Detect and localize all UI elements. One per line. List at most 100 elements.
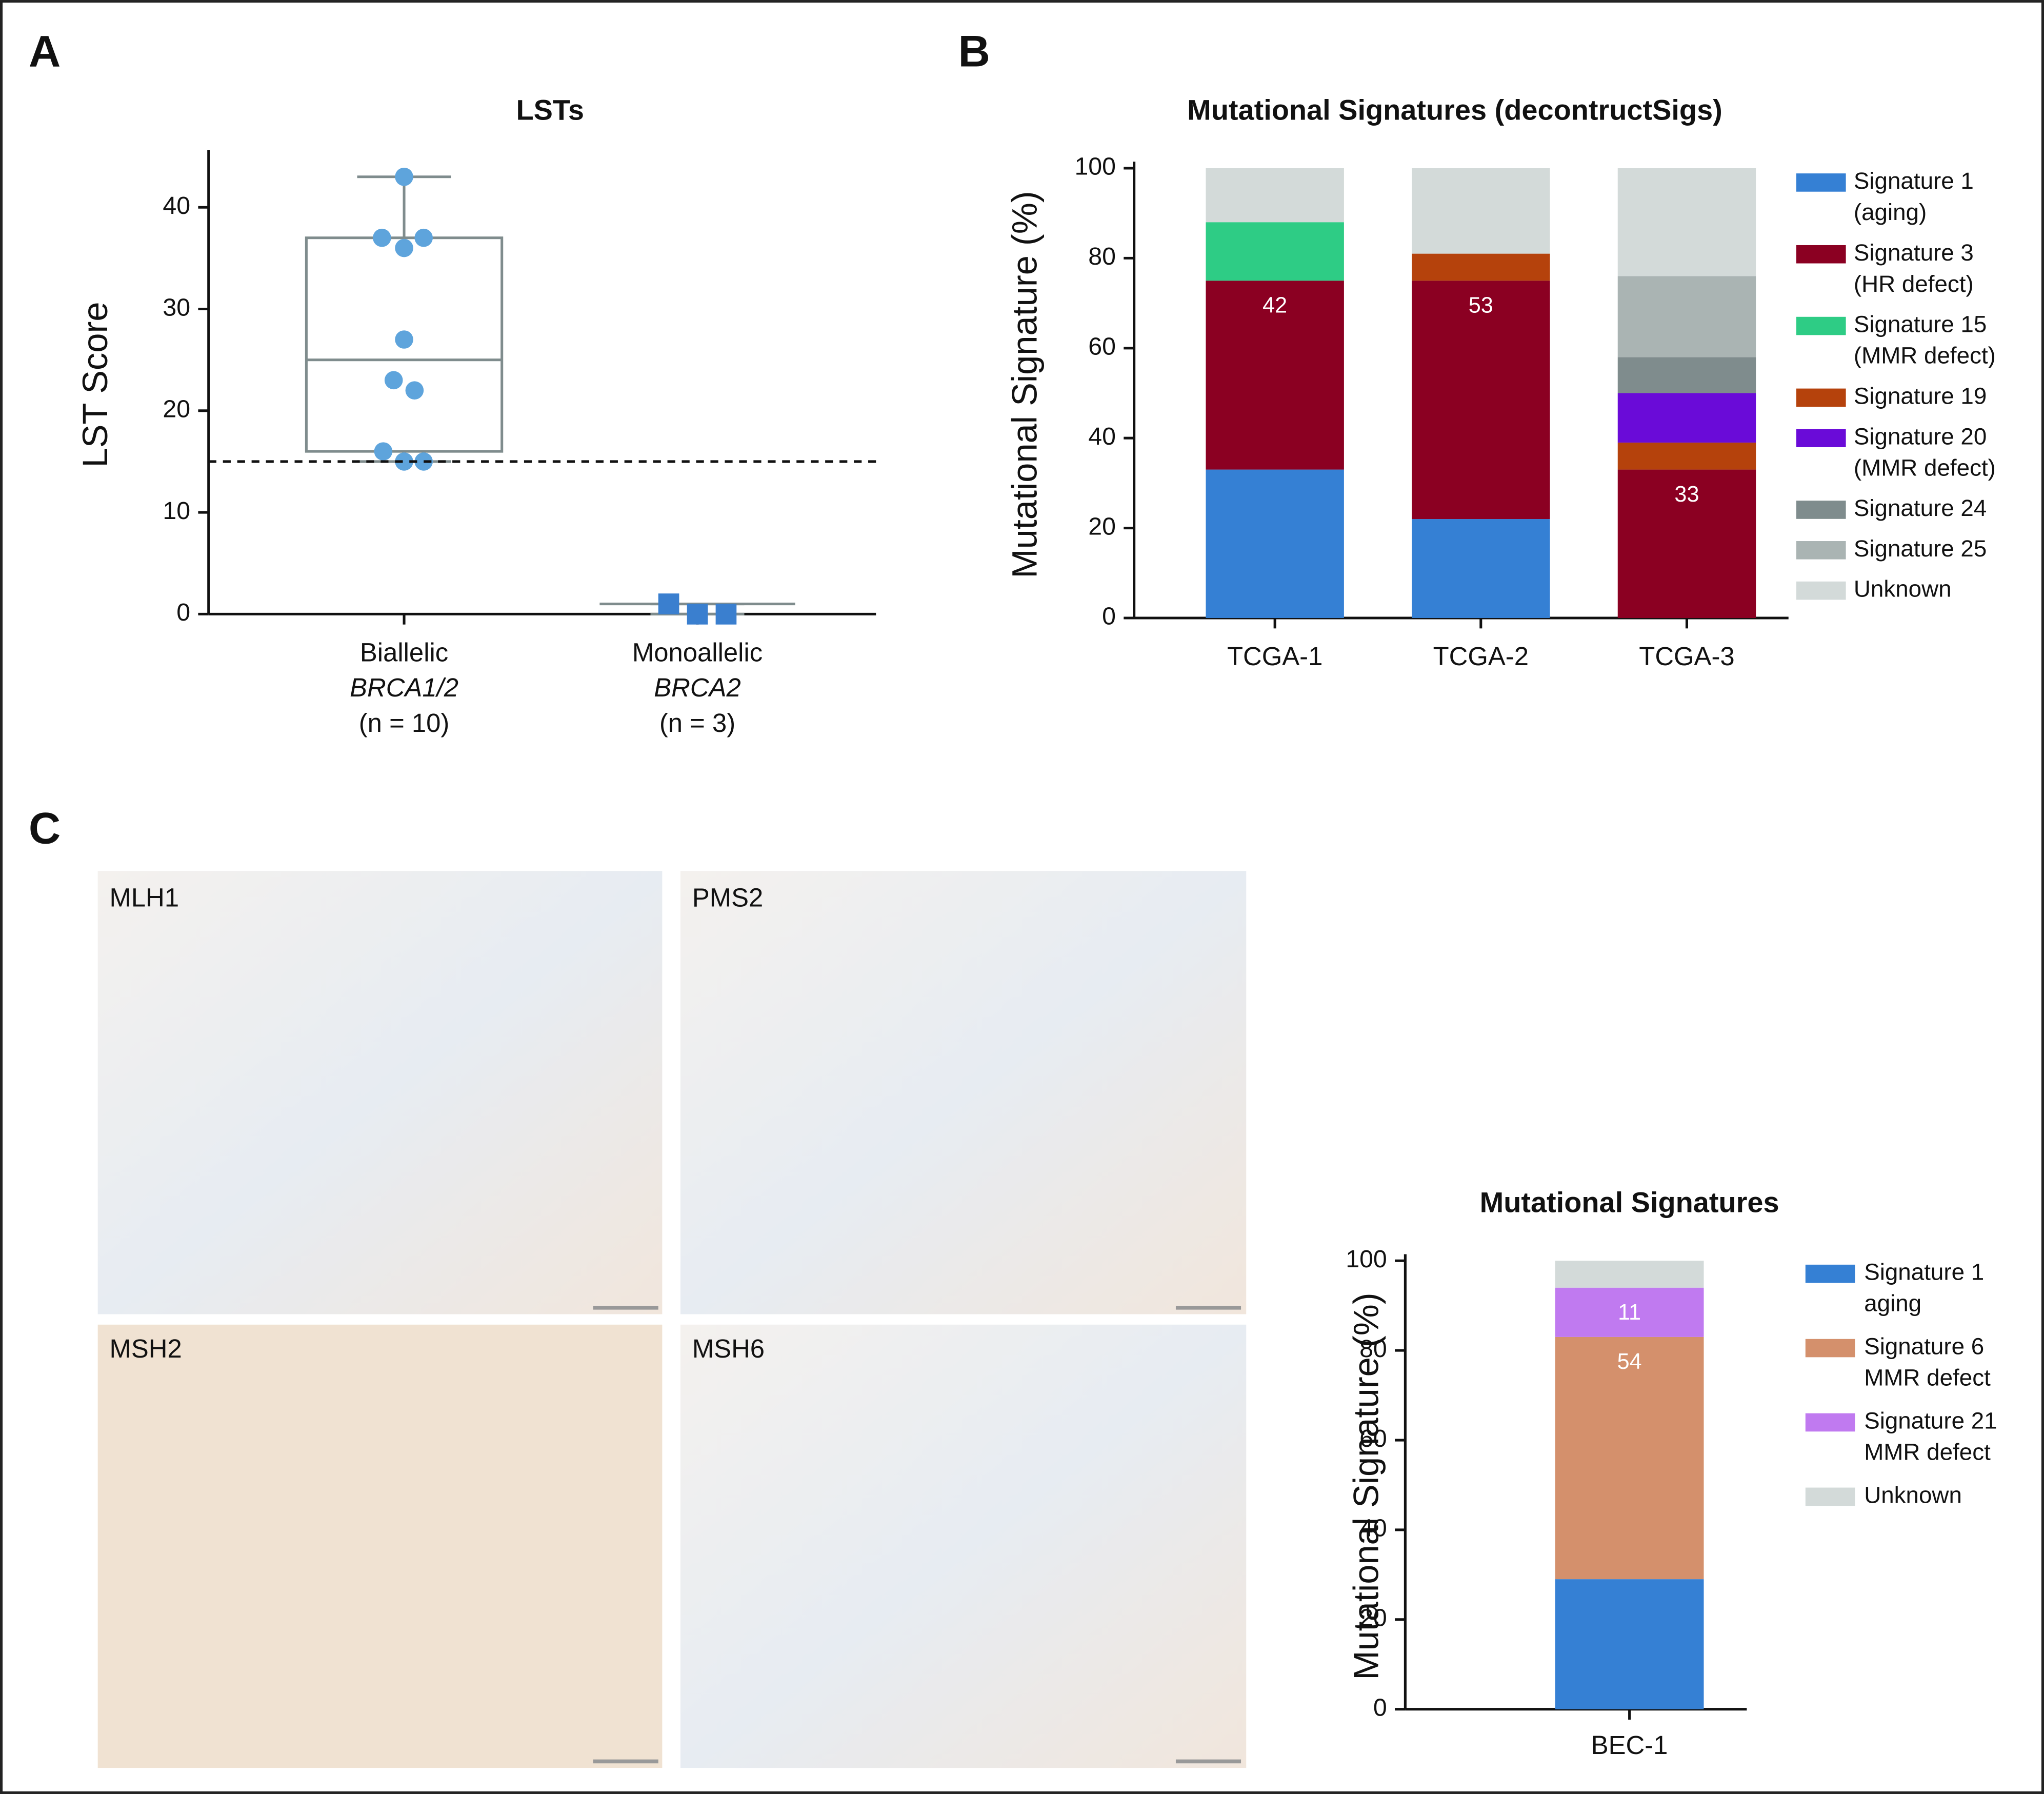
legend-label: (aging): [1854, 199, 1927, 225]
chart-title: LSTs: [516, 93, 584, 126]
point: [405, 381, 424, 400]
point: [658, 593, 679, 614]
value-label: 53: [1469, 293, 1493, 317]
bar-segment: [1206, 281, 1344, 470]
legend-label: Signature 6: [1864, 1333, 1984, 1360]
legend-swatch: [1796, 388, 1846, 407]
ihc-image: [97, 871, 663, 1314]
ihc-image: [680, 871, 1247, 1314]
x-tick-label: TCGA-2: [1433, 642, 1529, 671]
legend-label: Signature 1: [1864, 1259, 1984, 1285]
legend-label: Signature 1: [1854, 168, 1974, 194]
bar-segment: [1412, 281, 1550, 520]
legend-label: (MMR defect): [1854, 454, 1996, 481]
bar-segment: [1555, 1261, 1704, 1288]
bar-segment: [1555, 1337, 1704, 1580]
bar-segment: [1412, 168, 1550, 254]
y-tick-label: 80: [1088, 243, 1116, 270]
x-tick-label: BEC-1: [1591, 1730, 1668, 1760]
image-label: MSH2: [110, 1334, 182, 1363]
y-tick-label: 0: [1373, 1693, 1387, 1721]
point: [395, 452, 413, 471]
bar-segment: [1555, 1579, 1704, 1709]
legend-label: Unknown: [1864, 1482, 1962, 1508]
panel-label: B: [958, 27, 990, 76]
legend-label: Signature 20: [1854, 423, 1987, 449]
legend-label: Signature 25: [1854, 535, 1987, 562]
image-label: MSH6: [692, 1334, 765, 1363]
y-tick-label: 40: [163, 192, 190, 220]
point: [395, 238, 413, 257]
bar-segment: [1617, 357, 1756, 393]
legend-label: Signature 19: [1854, 383, 1987, 409]
legend-label: MMR defect: [1864, 1439, 1991, 1465]
point: [384, 371, 403, 390]
y-tick-label: 20: [1088, 512, 1116, 540]
y-tick-label: 60: [1088, 333, 1116, 361]
point: [374, 442, 393, 461]
bar-segment: [1617, 442, 1756, 470]
legend-swatch: [1796, 245, 1846, 264]
point: [687, 604, 708, 625]
y-tick-label: 80: [1359, 1335, 1387, 1363]
bar-segment: [1617, 469, 1756, 618]
image-label: PMS2: [692, 883, 763, 912]
y-tick-label: 20: [163, 395, 190, 423]
y-tick-label: 30: [163, 293, 190, 321]
ihc-image: [97, 1324, 663, 1768]
y-axis-label: LST Score: [75, 302, 115, 467]
value-label: 33: [1674, 482, 1699, 507]
y-tick-label: 10: [163, 497, 190, 525]
x-tick-label: TCGA-3: [1639, 642, 1734, 671]
y-tick-label: 60: [1359, 1425, 1387, 1452]
ihc-images: MLH1 PMS2 MSH2 MSH6: [97, 871, 1247, 1768]
bar-segment: [1206, 469, 1344, 618]
legend-swatch: [1796, 581, 1846, 600]
y-tick-label: 0: [1102, 603, 1116, 630]
legend-swatch: [1796, 501, 1846, 519]
legend-label: Signature 3: [1854, 240, 1974, 266]
bar-segment: [1412, 519, 1550, 618]
panel-label: A: [29, 27, 61, 76]
x-tick-label: (n = 3): [659, 708, 735, 737]
value-label: 42: [1263, 293, 1287, 317]
value-label: 11: [1618, 1300, 1641, 1325]
legend-swatch: [1796, 316, 1846, 335]
point: [395, 330, 413, 349]
chart-title: Mutational Signatures (decontructSigs): [1187, 93, 1722, 126]
legend-swatch: [1805, 1264, 1855, 1283]
legend-label: Signature 24: [1854, 495, 1987, 521]
y-tick-label: 20: [1359, 1604, 1387, 1632]
chart-title: Mutational Signatures: [1480, 1186, 1779, 1219]
bar-segment: [1555, 1287, 1704, 1337]
point: [373, 228, 391, 247]
legend-swatch: [1796, 541, 1846, 560]
point: [395, 167, 413, 186]
legend-swatch: [1796, 173, 1846, 192]
y-tick-label: 40: [1088, 423, 1116, 450]
y-axis-label: Mutational Signature (%): [1346, 1292, 1386, 1680]
y-tick-label: 100: [1074, 153, 1116, 181]
bar-segment: [1206, 222, 1344, 281]
image-label: MLH1: [110, 883, 179, 912]
bar-segment: [1617, 393, 1756, 443]
x-tick-label: TCGA-1: [1227, 642, 1322, 671]
point: [715, 604, 737, 625]
point: [414, 228, 433, 247]
bar-segment: [1206, 168, 1344, 223]
legend-swatch: [1805, 1487, 1855, 1506]
legend-label: aging: [1864, 1290, 1921, 1317]
bar-segment: [1617, 168, 1756, 276]
legend-swatch: [1805, 1339, 1855, 1358]
x-tick-label: Biallelic: [360, 638, 448, 667]
panel-label: C: [29, 804, 61, 853]
legend-swatch: [1805, 1413, 1855, 1432]
y-tick-label: 100: [1346, 1245, 1387, 1273]
x-tick-label: (n = 10): [359, 708, 450, 737]
legend-label: (HR defect): [1854, 271, 1974, 297]
y-axis-label: Mutational Signature (%): [1005, 191, 1044, 578]
legend-swatch: [1796, 429, 1846, 447]
bar-segment: [1617, 276, 1756, 357]
